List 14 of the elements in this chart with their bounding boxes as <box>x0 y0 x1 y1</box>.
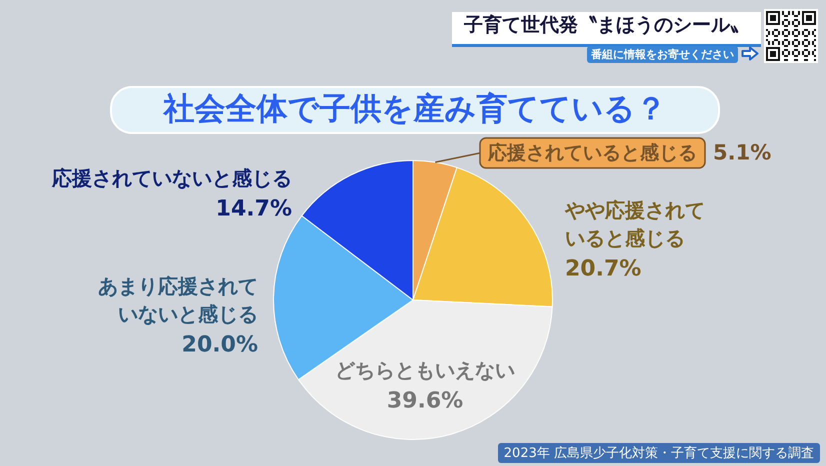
data-label: 20.0% <box>182 332 258 358</box>
text: 番組に情報をお寄せください <box>587 46 738 63</box>
data-label: 14.7% <box>216 196 292 222</box>
data-label: 39.6% <box>386 388 464 414</box>
slice-label: あまり応援されていないと感じる <box>98 274 258 326</box>
slice-label: 応援されていないと感じる <box>51 166 292 190</box>
chart-title: 社会全体で子供を産み育てている？ <box>110 86 720 134</box>
text: 2023年 広島県少子化対策・子育て支援に関する調査 <box>498 443 820 463</box>
data-label: 20.7% <box>565 256 642 282</box>
chart-subtitle: 子育て世代発〝まほうのシール〟 <box>452 12 761 47</box>
slice-label: 応援されていると感じる <box>487 142 697 164</box>
data-label: 5.1% <box>713 140 772 164</box>
slice-label: どちらともいえない <box>335 358 515 382</box>
slice-label: やや応援されていると感じる <box>564 198 705 250</box>
